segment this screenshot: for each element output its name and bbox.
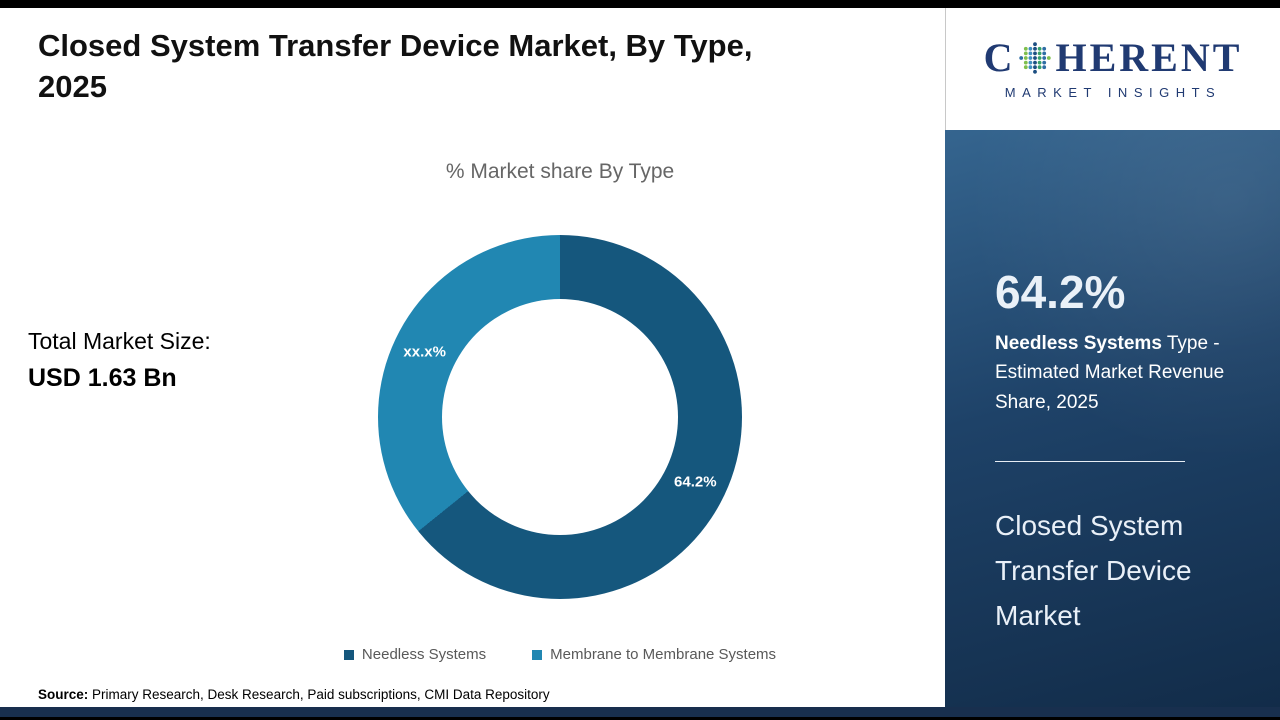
page-title: Closed System Transfer Device Market, By… [38, 28, 753, 104]
total-market-size: Total Market Size: USD 1.63 Bn [28, 328, 211, 393]
stat-value: 64.2% [995, 266, 1126, 318]
legend-item-membrane-systems: Membrane to Membrane Systems [532, 646, 776, 663]
legend-swatch-needless-systems [343, 649, 354, 660]
logo-letters-rest: HERENT [1055, 35, 1243, 80]
slice-label-0: 64.2% [674, 473, 717, 491]
stat-description-rest: Type - Estimated Market Revenue Share, 2… [995, 333, 1225, 413]
logo-tagline: MARKET INSIGHTS [1004, 85, 1222, 100]
logo: C HERENT MARKET INSIGHTS [945, 8, 1280, 130]
logo-wordmark: C HERENT [984, 38, 1243, 78]
source-label: Source: [38, 687, 89, 702]
stat-description-bold: Needless Systems [995, 333, 1162, 354]
total-market-size-label: Total Market Size: [28, 328, 211, 354]
source-text: Primary Research, Desk Research, Paid su… [88, 687, 550, 702]
stat-description: Needless Systems Type - Estimated Market… [995, 329, 1235, 417]
sidebar-divider [995, 461, 1185, 463]
top-border [0, 0, 1280, 8]
source-line: Source: Primary Research, Desk Research,… [38, 687, 550, 702]
bottom-border [0, 707, 1280, 720]
sidebar: 64.2% Needless Systems Type - Estimated … [945, 130, 1280, 707]
donut-hole [442, 299, 678, 535]
legend-item-needless-systems: Needless Systems [343, 646, 487, 663]
chart-title: % Market share By Type [445, 160, 675, 183]
donut-chart-wrap: 64.2% xx.x% [378, 235, 742, 599]
logo-letter-c: C [983, 35, 1016, 80]
legend-swatch-membrane-systems [532, 649, 543, 660]
legend-label-membrane-systems: Membrane to Membrane Systems [550, 646, 777, 663]
sidebar-market-name: Closed System Transfer Device Market [995, 510, 1192, 631]
total-market-size-value: USD 1.63 Bn [28, 364, 177, 392]
logo-globe-icon [1019, 42, 1052, 74]
slice-label-1: xx.x% [403, 343, 446, 361]
legend-label-needless-systems: Needless Systems [361, 646, 487, 663]
chart-legend: Needless Systems Membrane to Membrane Sy… [240, 646, 880, 663]
